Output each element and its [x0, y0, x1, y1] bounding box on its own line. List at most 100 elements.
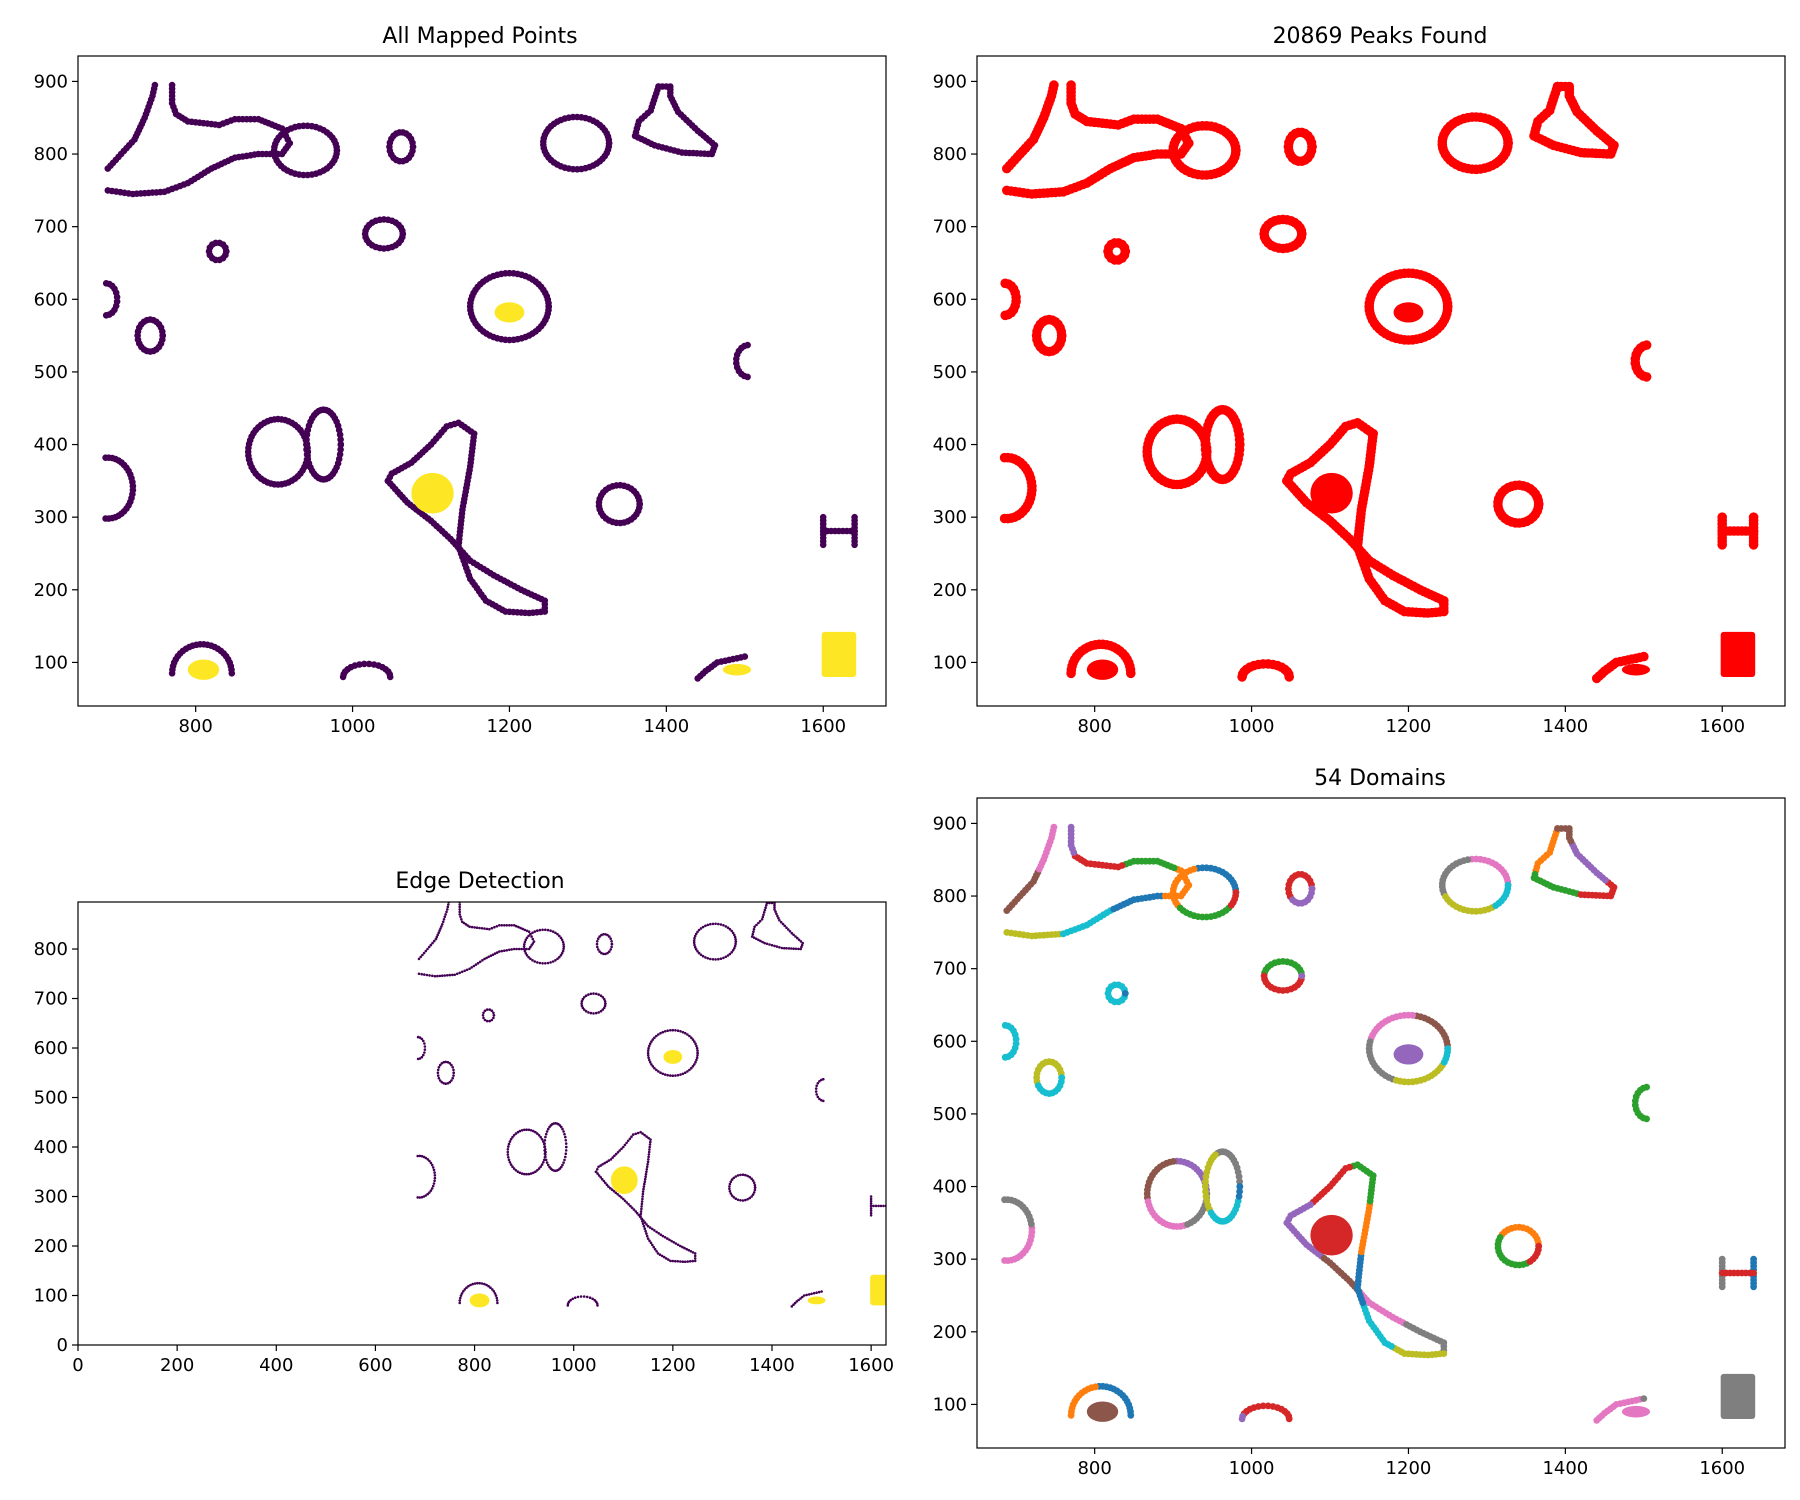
data-point	[438, 929, 441, 932]
data-point	[525, 947, 528, 951]
data-point	[159, 332, 166, 339]
data-point	[424, 949, 428, 953]
x-tick-label: 1600	[800, 716, 846, 737]
data-point	[734, 942, 737, 946]
data-point	[544, 928, 547, 932]
data-point	[511, 1165, 514, 1168]
data-point	[785, 926, 788, 929]
data-point	[582, 1295, 586, 1298]
data-point	[417, 972, 421, 976]
data-point	[1237, 672, 1247, 682]
data-point	[655, 1230, 658, 1234]
data-point	[223, 248, 230, 255]
data-point	[580, 1002, 583, 1005]
data-point	[739, 1173, 742, 1177]
data-point	[460, 1292, 464, 1295]
data-point	[652, 1245, 655, 1249]
data-point	[452, 1068, 455, 1072]
data-point	[645, 1165, 649, 1169]
data-point	[442, 1082, 446, 1085]
data-point	[779, 920, 783, 924]
data-point	[692, 941, 696, 944]
data-point	[647, 1046, 650, 1050]
x-tick-label: 400	[259, 1355, 293, 1376]
data-point	[701, 954, 705, 958]
x-tick-label: 1400	[1542, 716, 1588, 737]
data-point	[599, 1176, 602, 1179]
data-point	[822, 1077, 825, 1081]
data-point	[431, 941, 434, 945]
data-point	[674, 1259, 677, 1263]
data-point	[640, 1205, 643, 1208]
data-point	[644, 1172, 648, 1176]
data-point	[734, 940, 738, 943]
data-point	[655, 83, 662, 90]
data-point	[722, 956, 725, 960]
data-point	[564, 1142, 568, 1145]
data-point	[448, 1080, 452, 1084]
data-point	[483, 1018, 487, 1022]
data-point	[527, 955, 530, 959]
data-point	[822, 1099, 825, 1103]
data-point	[610, 1188, 614, 1191]
data-point	[640, 1200, 644, 1203]
data-point	[1264, 1402, 1272, 1410]
domain-block	[1720, 1373, 1756, 1419]
data-point	[485, 1008, 489, 1011]
data-point	[495, 951, 499, 954]
data-point	[640, 1202, 644, 1206]
contour-points	[270, 122, 341, 179]
data-point	[595, 942, 599, 946]
data-point	[620, 1147, 623, 1151]
data-point	[602, 1179, 606, 1183]
data-point	[759, 939, 762, 943]
data-point	[562, 1161, 565, 1164]
contour-points	[102, 280, 121, 319]
data-point	[659, 1071, 662, 1074]
contour-points	[458, 1281, 499, 1305]
data-point	[303, 441, 310, 448]
data-point	[469, 1283, 472, 1287]
data-point	[683, 1246, 686, 1250]
data-point	[432, 1182, 436, 1185]
data-point	[763, 908, 767, 912]
data-point	[817, 1290, 821, 1294]
data-point	[657, 1033, 660, 1036]
data-point	[602, 952, 605, 956]
contour-points	[1631, 1083, 1650, 1123]
data-point	[674, 1242, 678, 1245]
data-point	[869, 1199, 873, 1203]
contour-points	[1717, 526, 1759, 536]
data-point	[768, 943, 771, 946]
x-tick-label: 1400	[749, 1355, 795, 1376]
data-point	[522, 947, 526, 951]
data-point	[1748, 540, 1759, 550]
x-tick-label: 1200	[1386, 1458, 1432, 1479]
data-point	[446, 974, 449, 977]
data-point	[536, 929, 539, 932]
data-point	[546, 1127, 550, 1131]
contour-points	[1259, 214, 1307, 254]
data-point	[1049, 80, 1059, 90]
data-point	[434, 937, 438, 941]
data-point	[741, 1199, 745, 1202]
data-point	[662, 1255, 666, 1259]
data-point	[433, 1171, 436, 1174]
data-point	[696, 1051, 699, 1055]
data-point	[709, 957, 712, 961]
data-point	[544, 1135, 547, 1139]
contour-points	[1103, 238, 1131, 265]
data-point	[741, 653, 749, 660]
data-point	[607, 1185, 610, 1188]
data-point	[102, 454, 109, 462]
data-point	[509, 1163, 513, 1166]
y-tick-label: 200	[933, 580, 967, 601]
data-point	[463, 969, 467, 973]
data-point	[514, 1132, 518, 1135]
data-point	[706, 957, 710, 960]
data-point	[618, 1149, 621, 1152]
data-point	[761, 915, 765, 919]
data-point	[641, 1192, 645, 1196]
data-point	[525, 1128, 528, 1131]
y-tick-label: 600	[34, 1038, 68, 1059]
